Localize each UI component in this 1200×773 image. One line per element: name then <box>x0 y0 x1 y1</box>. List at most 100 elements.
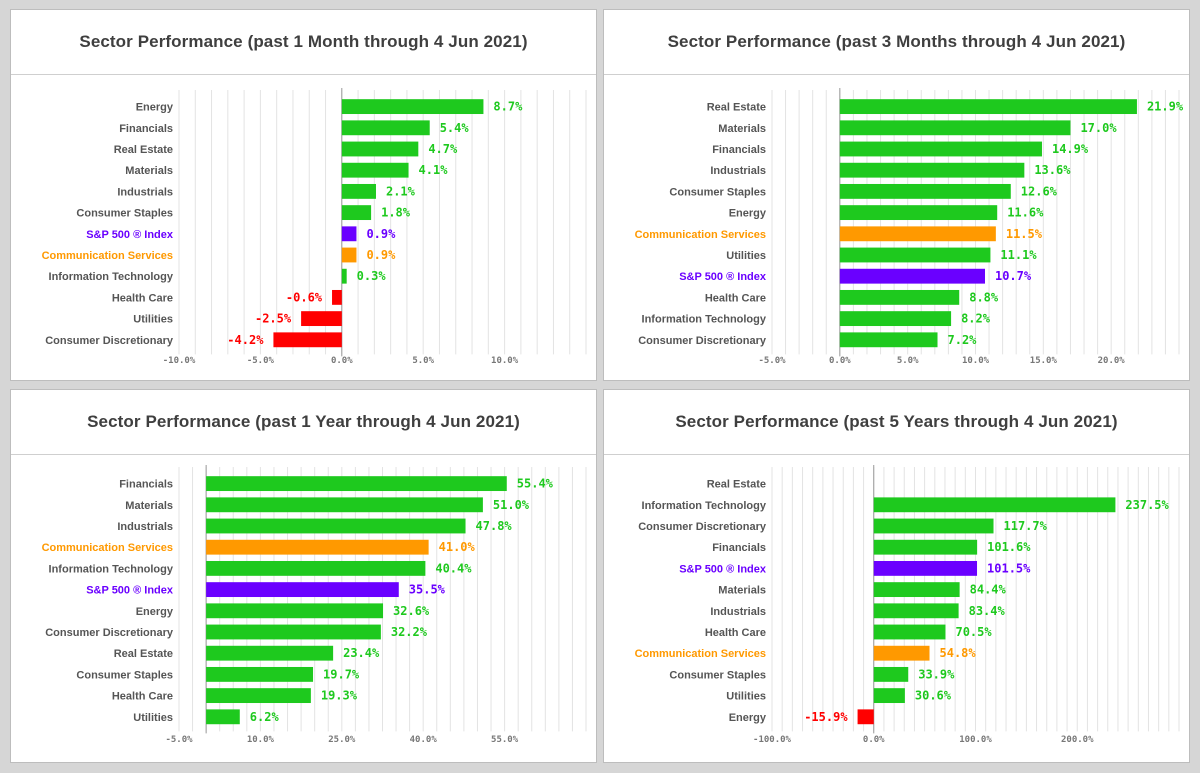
bar-chart-1-year: -5.0% 10.0% 25.0% 40.0% 55.0% Financials Mater… <box>42 465 587 745</box>
category-label: Health Care <box>705 292 766 304</box>
bar <box>206 603 384 619</box>
category-label: Materials <box>125 500 173 512</box>
bars <box>857 497 1116 725</box>
gridlines <box>771 90 1180 355</box>
data-label: 70.5% <box>955 625 992 639</box>
category-label: Utilities <box>726 250 766 262</box>
category-label: Industrials <box>117 186 173 198</box>
data-label: 0.3% <box>357 269 387 283</box>
chart-title-bar: Sector Performance (past 3 Months throug… <box>604 10 1189 75</box>
data-label: 6.2% <box>250 710 280 724</box>
data-label: 32.6% <box>393 604 430 618</box>
bar <box>839 226 996 242</box>
data-label: 19.7% <box>323 667 360 681</box>
bar <box>341 183 376 199</box>
bar <box>206 560 426 576</box>
bar <box>206 497 483 513</box>
bar <box>839 141 1042 157</box>
data-label: -4.2% <box>227 333 264 347</box>
category-label: Communication Services <box>42 250 173 262</box>
bar-chart-1-month: -10.0% -5.0% 0.0% 5.0% 10.0% Energy Financials… <box>42 88 587 366</box>
category-label: Energy <box>136 606 174 618</box>
category-label: Materials <box>718 123 766 135</box>
x-tick-label: 10.0% <box>491 356 519 366</box>
bar <box>839 99 1137 115</box>
bars <box>839 99 1137 348</box>
x-tick-label: 20.0% <box>1098 356 1126 366</box>
bar <box>341 226 357 242</box>
chart-title-bar: Sector Performance (past 5 Years through… <box>604 390 1189 455</box>
bar <box>341 205 372 221</box>
category-label: Industrials <box>710 165 766 177</box>
data-label: 41.0% <box>439 540 476 554</box>
data-label: 10.7% <box>995 269 1032 283</box>
data-label: 19.3% <box>321 689 358 703</box>
bar <box>839 311 952 327</box>
data-labels: 8.7% 5.4% 4.7% 4.1%2.1% 1.8% 0.9% 0.9% 0.3% -0.6… <box>227 100 523 347</box>
category-label: Financials <box>119 479 173 491</box>
bar <box>873 666 909 682</box>
data-label: 35.5% <box>409 583 446 597</box>
x-tick-label: 15.0% <box>1030 356 1058 366</box>
data-label: 0.9% <box>366 227 396 241</box>
category-label: S&P 500 ® Index <box>679 563 767 575</box>
data-label: 8.8% <box>969 290 999 304</box>
category-label: Consumer Staples <box>76 208 173 220</box>
bar <box>873 603 959 619</box>
category-label: S&P 500 ® Index <box>86 229 174 241</box>
bar <box>206 666 314 682</box>
x-tick-label: 10.0% <box>247 735 275 745</box>
data-label: -0.6% <box>286 290 323 304</box>
bar <box>873 582 960 598</box>
bar <box>332 289 342 305</box>
data-labels: 237.5% 117.7% 101.6% 101.5% 84.4% 83.4% 70.5% 5… <box>804 498 1169 724</box>
chart-panel-3-months: Sector Performance (past 3 Months throug… <box>603 9 1190 381</box>
data-label: 23.4% <box>343 646 380 660</box>
chart-title-bar: Sector Performance (past 1 Month through… <box>11 10 596 75</box>
x-tick-label: -5.0% <box>758 356 786 366</box>
category-labels: Real Estate Information Technology Consume… <box>635 479 767 724</box>
chart-title: Sector Performance (past 1 Month through… <box>79 32 528 51</box>
category-label: Utilities <box>726 691 766 703</box>
category-labels: Real Estate Materials Financials Industrial… <box>635 102 767 347</box>
x-tick-label: 5.0% <box>897 356 919 366</box>
data-label: 0.9% <box>366 248 396 262</box>
category-label: Energy <box>729 208 767 220</box>
bar <box>839 332 938 348</box>
category-label: Communication Services <box>635 648 766 660</box>
data-label: 7.2% <box>948 333 978 347</box>
category-label: Energy <box>729 712 767 724</box>
x-tick-label: -5.0% <box>247 356 275 366</box>
bar <box>873 560 978 576</box>
bar <box>206 476 507 492</box>
data-label: 5.4% <box>440 121 470 135</box>
category-label: Information Technology <box>642 314 767 326</box>
x-tick-label: 0.0% <box>863 735 885 745</box>
x-tick-label: 55.0% <box>491 735 519 745</box>
data-label: 32.2% <box>391 625 428 639</box>
category-label: Information Technology <box>49 563 174 575</box>
bar <box>341 247 357 263</box>
bar <box>206 582 399 598</box>
data-label: 4.7% <box>428 142 458 156</box>
x-tick-label: 25.0% <box>328 735 356 745</box>
data-label: 101.6% <box>987 540 1031 554</box>
bar <box>873 518 994 534</box>
category-label: Consumer Discretionary <box>638 335 767 347</box>
data-label: 13.6% <box>1034 163 1071 177</box>
data-label: 117.7% <box>1004 519 1048 533</box>
bar <box>857 709 874 725</box>
category-label: Energy <box>136 102 174 114</box>
bar-chart-5-years: -100.0% 0.0% 100.0% 200.0% Real Estate Inform… <box>635 465 1180 745</box>
category-label: Financials <box>712 144 766 156</box>
bar <box>341 120 430 136</box>
category-label: Communication Services <box>635 229 766 241</box>
bars <box>206 476 507 725</box>
chart-title: Sector Performance (past 1 Year through … <box>87 412 520 431</box>
bars <box>273 99 484 348</box>
chart-panel-1-year: Sector Performance (past 1 Year through … <box>10 389 597 763</box>
x-tick-label: -5.0% <box>165 735 193 745</box>
bar <box>873 497 1116 513</box>
category-label: Information Technology <box>49 271 174 283</box>
